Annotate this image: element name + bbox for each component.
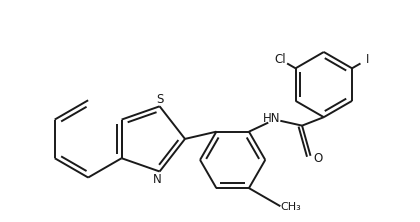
- Text: O: O: [314, 152, 323, 165]
- Text: HN: HN: [263, 112, 281, 125]
- Text: N: N: [153, 173, 162, 186]
- Text: I: I: [366, 53, 370, 66]
- Text: CH₃: CH₃: [281, 202, 302, 212]
- Text: Cl: Cl: [274, 53, 286, 66]
- Text: S: S: [157, 93, 164, 106]
